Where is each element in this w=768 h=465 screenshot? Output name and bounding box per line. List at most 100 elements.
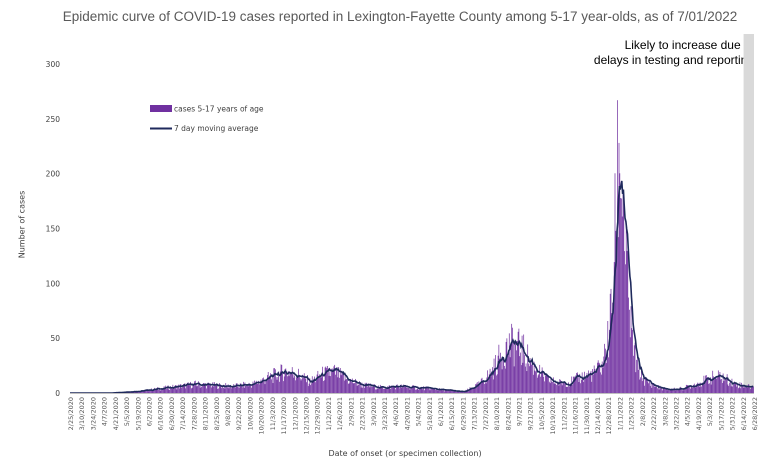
case-bar — [516, 350, 517, 393]
case-bar — [729, 382, 730, 393]
case-bar — [587, 377, 589, 393]
case-bar — [317, 370, 319, 393]
case-bar — [209, 385, 211, 393]
case-bar — [744, 386, 746, 393]
case-bar — [752, 385, 754, 393]
case-bar — [528, 366, 530, 393]
case-bar — [736, 386, 738, 393]
case-bar — [591, 381, 593, 393]
case-bar — [338, 367, 340, 393]
x-tick-label: 10/5/2021 — [538, 397, 546, 430]
case-bar — [516, 341, 518, 393]
case-bar — [717, 376, 718, 393]
case-bar — [280, 364, 282, 393]
case-bar — [279, 381, 280, 393]
case-bar — [356, 385, 358, 393]
case-bar — [561, 385, 563, 393]
case-bar — [362, 387, 364, 393]
case-bar — [266, 380, 267, 393]
case-bar — [615, 230, 617, 393]
y-tick-label: 300 — [46, 60, 61, 69]
case-bar — [416, 389, 417, 393]
x-tick-label: 6/2/2020 — [145, 397, 153, 426]
case-bar — [270, 373, 271, 393]
case-bar — [248, 382, 250, 393]
case-bar — [623, 206, 625, 393]
case-bar — [730, 386, 732, 393]
case-bar — [476, 383, 477, 393]
case-bar — [407, 387, 408, 393]
case-bar — [460, 391, 461, 393]
case-bar — [350, 378, 352, 393]
case-bar — [194, 380, 196, 393]
case-bar — [431, 388, 432, 393]
case-bar — [392, 386, 394, 393]
case-bar — [548, 381, 550, 393]
case-bar — [396, 384, 398, 393]
case-bar — [337, 377, 339, 393]
case-bar — [725, 377, 727, 393]
case-bar — [700, 382, 702, 393]
case-bar — [695, 387, 697, 393]
case-bar — [498, 344, 500, 393]
x-tick-label: 5/18/2021 — [426, 397, 434, 430]
case-bar — [420, 386, 422, 393]
case-bar — [489, 368, 491, 393]
case-bar — [347, 383, 349, 393]
case-bar — [164, 388, 166, 393]
case-bar — [175, 385, 177, 393]
case-bar — [286, 373, 287, 393]
case-bar — [169, 389, 171, 393]
case-bar — [502, 357, 504, 393]
x-tick-label: 6/14/2022 — [740, 397, 748, 430]
x-tick-label: 5/4/2021 — [415, 397, 423, 426]
case-bar — [660, 387, 662, 393]
case-bar — [593, 374, 594, 393]
case-bar — [723, 381, 725, 393]
case-bar — [550, 378, 552, 393]
case-bar — [383, 388, 384, 393]
case-bar — [326, 368, 328, 393]
case-bar — [551, 381, 553, 393]
case-bar — [299, 378, 301, 393]
x-tick-label: 2/9/2021 — [347, 397, 355, 426]
case-bar — [593, 365, 595, 393]
x-tick-label: 2/23/2021 — [359, 397, 367, 430]
case-bar — [162, 388, 163, 393]
case-bar — [625, 223, 627, 393]
case-bar — [600, 372, 601, 393]
case-bar — [395, 389, 396, 393]
case-bar — [330, 376, 332, 393]
case-bar — [372, 384, 374, 393]
case-bar — [669, 390, 670, 393]
case-bar — [331, 368, 332, 393]
x-tick-label: 11/3/2020 — [269, 397, 277, 430]
case-bar — [416, 388, 418, 393]
legend-label-bars: cases 5-17 years of age — [174, 105, 264, 114]
case-bar — [735, 382, 737, 393]
x-tick-label: 8/10/2021 — [493, 397, 501, 430]
case-bar — [159, 390, 161, 393]
case-bar — [535, 371, 537, 393]
case-bar — [365, 383, 367, 393]
case-bar — [374, 384, 376, 393]
case-bar — [276, 379, 278, 393]
case-bar — [492, 367, 493, 393]
case-bar — [599, 363, 601, 393]
case-bar — [222, 387, 224, 393]
case-bar — [689, 385, 690, 393]
case-bar — [656, 386, 658, 393]
case-bar — [508, 333, 510, 393]
case-bar — [504, 368, 506, 393]
case-bar — [691, 387, 693, 393]
x-tick-label: 5/31/2022 — [729, 397, 737, 430]
case-bar — [463, 392, 464, 393]
case-bar — [718, 375, 720, 393]
case-bar — [531, 364, 533, 393]
case-bar — [711, 378, 713, 393]
case-bar — [190, 381, 191, 393]
case-bar — [150, 390, 151, 393]
case-bar — [443, 388, 444, 393]
case-bar — [649, 385, 651, 393]
case-bar — [201, 387, 203, 393]
